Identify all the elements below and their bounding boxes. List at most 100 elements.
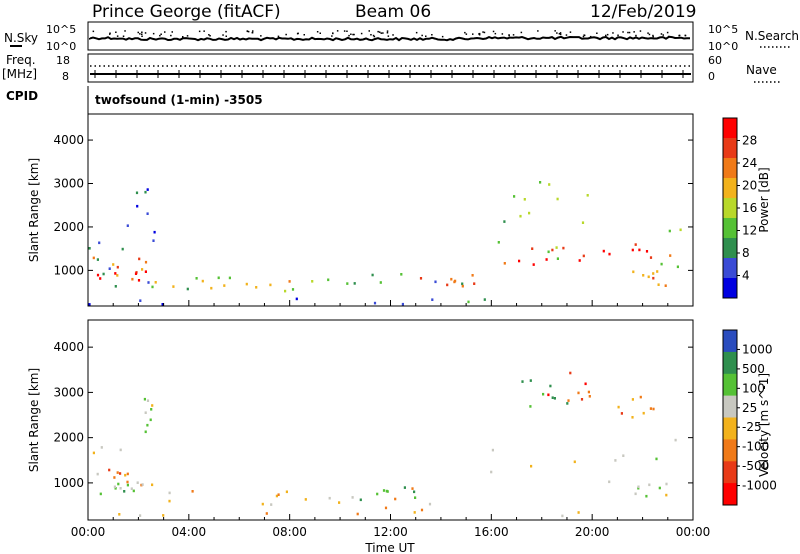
colorbar-tick-label: 12 xyxy=(742,224,757,238)
range-cell xyxy=(632,270,635,274)
range-cell xyxy=(655,457,658,461)
range-cell xyxy=(665,493,668,497)
range-cell xyxy=(92,451,95,455)
nsearch-point xyxy=(380,32,382,34)
range-cell xyxy=(580,398,584,401)
range-cell xyxy=(126,472,129,476)
range-cell xyxy=(295,297,298,301)
nsearch-point xyxy=(222,34,224,36)
nsearch-point xyxy=(141,33,143,35)
range-cell xyxy=(144,270,147,273)
nsearch-point xyxy=(350,33,352,35)
nsearch-point xyxy=(494,32,497,35)
range-cell xyxy=(140,483,143,487)
range-cell xyxy=(119,472,122,475)
range-cell xyxy=(126,224,129,227)
nsearch-point xyxy=(627,31,629,34)
x-tick-label: 00:00 xyxy=(676,525,711,539)
nsearch-point xyxy=(589,35,592,38)
range-cell xyxy=(491,448,494,452)
range-cell xyxy=(602,249,605,253)
range-cell xyxy=(645,250,649,253)
nsearch-point xyxy=(109,32,111,34)
range-cell xyxy=(285,490,288,494)
nsearch-point xyxy=(660,33,663,35)
nsearch-point xyxy=(336,30,339,32)
range-cell xyxy=(528,211,531,215)
nsearch-point xyxy=(209,35,211,37)
nsearch-point xyxy=(346,30,348,32)
range-cell xyxy=(245,282,248,286)
nsearch-point xyxy=(622,31,624,33)
nsearch-point xyxy=(353,33,355,36)
range-cell xyxy=(652,272,655,275)
nsearch-point xyxy=(252,30,254,32)
nsearch-point xyxy=(666,31,669,34)
nsearch-point xyxy=(605,34,607,37)
range-cell xyxy=(553,397,556,400)
range-cell xyxy=(637,485,640,489)
range-cell xyxy=(660,262,663,266)
range-cell xyxy=(92,256,95,260)
range-cell xyxy=(551,396,554,399)
range-cell xyxy=(582,254,585,258)
colorbar-swatch xyxy=(723,258,737,279)
nsearch-point xyxy=(171,31,173,33)
freq-label: Freq. xyxy=(6,53,36,67)
nsearch-point xyxy=(260,35,262,37)
colorbar-tick-label: -1000 xyxy=(742,479,777,493)
range-cell xyxy=(137,279,141,282)
range-cell xyxy=(161,303,164,306)
power-colorbar: 28 24 20 16 12 8 4 xyxy=(722,117,757,299)
range-cell xyxy=(108,468,111,472)
range-cell xyxy=(631,248,634,252)
range-cell xyxy=(223,284,226,287)
range-cell xyxy=(573,460,576,464)
range-cell xyxy=(581,221,585,224)
range-cell xyxy=(126,480,129,484)
nsearch-point xyxy=(648,33,651,36)
colorbar-swatch xyxy=(723,483,737,506)
nsearch-point xyxy=(617,34,619,36)
colorbar-tick-label: 28 xyxy=(742,134,757,148)
range-cell xyxy=(394,497,397,501)
range-cell xyxy=(151,483,154,487)
range-cell xyxy=(588,395,591,398)
nsearch-point xyxy=(520,31,523,34)
nsearch-point xyxy=(464,31,466,34)
range-cell xyxy=(400,273,403,276)
range-cell xyxy=(513,195,516,198)
range-cell xyxy=(118,513,121,516)
nsearch-point xyxy=(668,35,670,38)
nsearch-point xyxy=(501,33,504,35)
power-panel: 1000 2000 3000 4000 Slant Range [km] xyxy=(27,113,694,307)
nsearch-point xyxy=(246,30,249,33)
range-cell xyxy=(132,489,135,493)
nsearch-point xyxy=(478,33,480,35)
range-cell xyxy=(124,473,127,477)
range-cell xyxy=(288,280,291,283)
range-cell xyxy=(270,503,273,506)
range-cell xyxy=(586,194,589,197)
range-cell xyxy=(138,257,141,261)
nsearch-label: N.Search xyxy=(745,29,799,43)
colorbar-swatch xyxy=(723,373,737,397)
range-cell xyxy=(587,390,590,394)
nsearch-point xyxy=(122,35,125,37)
colorbar-tick-label: 4 xyxy=(742,269,750,283)
nsearch-point xyxy=(684,34,687,37)
nsearch-point xyxy=(662,34,664,36)
colorbar-tick-label: -500 xyxy=(742,459,769,473)
nsearch-point xyxy=(537,30,539,32)
nsearch-point xyxy=(633,31,635,33)
range-cell xyxy=(228,276,231,280)
nsearch-point xyxy=(370,34,372,36)
range-cell xyxy=(141,483,144,486)
station-title: Prince George (fitACF) xyxy=(92,2,281,22)
y-tick-label: 4000 xyxy=(53,340,84,354)
colorbar-swatch xyxy=(723,118,737,139)
range-cell xyxy=(529,379,532,382)
nsearch-point xyxy=(141,35,143,37)
range-cell xyxy=(649,407,652,410)
colorbar-swatch xyxy=(723,461,737,484)
